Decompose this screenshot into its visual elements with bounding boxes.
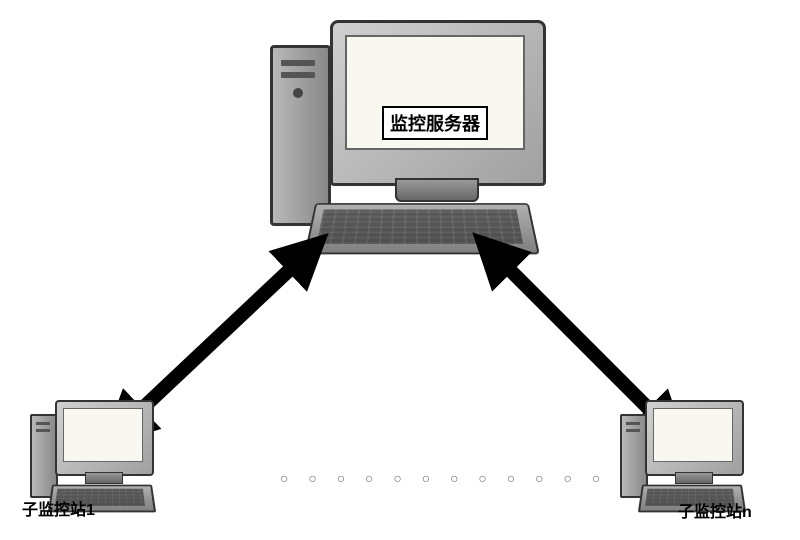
server-keyboard-icon [304, 203, 540, 254]
sub-station-n-node: 子监控站n [620, 400, 760, 520]
server-tower-icon [270, 45, 331, 226]
server-screen: 监控服务器 [345, 35, 525, 150]
monitoring-server-node: 监控服务器 [260, 20, 560, 260]
edge-server-stationn [500, 260, 660, 420]
sub-station-1-node: 子监控站1 [30, 400, 170, 520]
server-monitor-icon: 监控服务器 [330, 20, 546, 186]
station1-monitor-icon [55, 400, 154, 476]
network-diagram: 监控服务器 子监控站1 [0, 0, 800, 540]
server-label: 监控服务器 [382, 106, 488, 140]
stationn-label: 子监控站n [678, 498, 752, 522]
station1-label: 子监控站1 [22, 496, 95, 520]
stationn-monitor-icon [645, 400, 744, 476]
ellipsis-dots: ○ ○ ○ ○ ○ ○ ○ ○ ○ ○ ○ ○ [280, 470, 608, 486]
edge-server-station1 [130, 260, 300, 420]
